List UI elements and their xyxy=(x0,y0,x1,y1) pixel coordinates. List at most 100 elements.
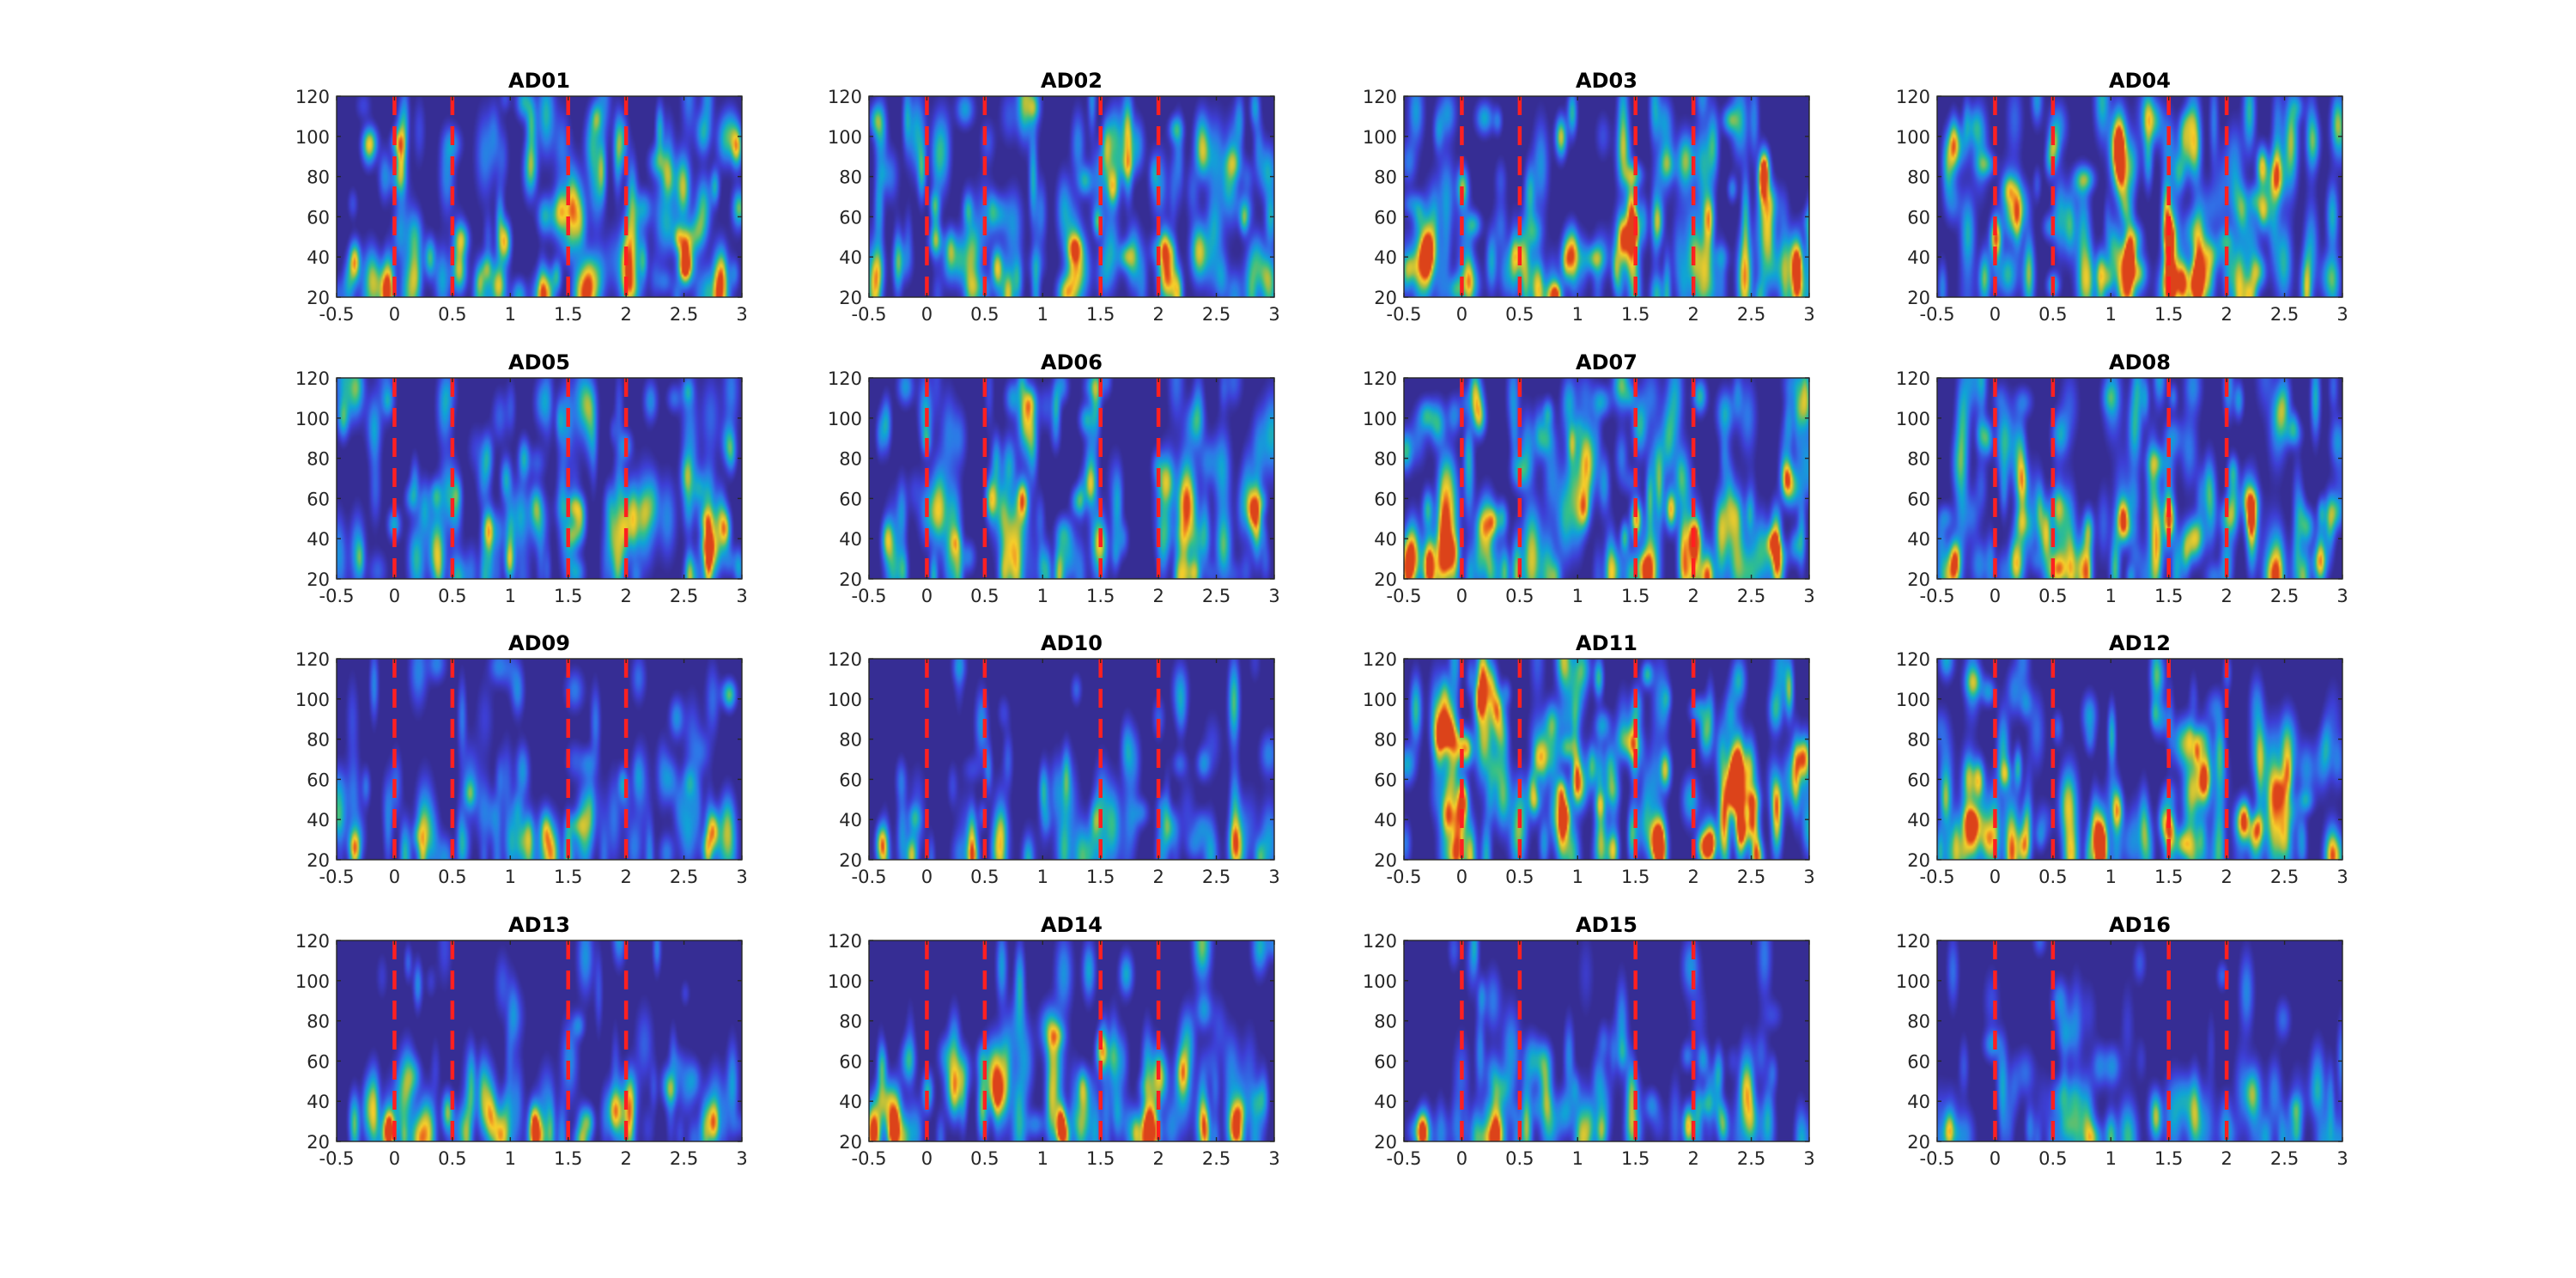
x-tick-label: 2 xyxy=(1687,1148,1698,1169)
y-tick-label: 120 xyxy=(828,368,862,389)
x-tick-label: 2 xyxy=(620,586,631,606)
y-tick-label: 120 xyxy=(295,87,330,107)
x-tick-label: 0.5 xyxy=(1505,304,1534,325)
spectrogram-heatmap xyxy=(1937,659,2342,860)
y-tick-label: 20 xyxy=(839,850,862,871)
spectrogram-heatmap xyxy=(869,659,1274,860)
x-tick-label: 3 xyxy=(736,1148,747,1169)
x-tick-label: 0 xyxy=(921,586,933,606)
y-tick-label: 120 xyxy=(1896,368,1930,389)
x-tick-label: 3 xyxy=(736,304,747,325)
y-tick-label: 60 xyxy=(307,489,330,509)
y-tick-label: 100 xyxy=(828,127,862,148)
x-tick-label: 3 xyxy=(2336,867,2348,887)
y-tick-label: 40 xyxy=(839,1092,862,1112)
y-tick-label: 100 xyxy=(295,690,330,710)
x-tick-label: 2 xyxy=(2221,867,2232,887)
x-tick-label: 2.5 xyxy=(1202,304,1230,325)
x-tick-label: -0.5 xyxy=(319,1148,355,1169)
x-tick-label: 1 xyxy=(505,867,516,887)
y-tick-label: 80 xyxy=(307,730,330,751)
y-tick-label: 20 xyxy=(1907,1132,1930,1153)
x-tick-label: -0.5 xyxy=(852,867,887,887)
panel-title: AD14 xyxy=(1041,913,1103,937)
x-tick-label: 0.5 xyxy=(970,867,999,887)
x-tick-label: 2 xyxy=(620,867,631,887)
axes-box xyxy=(336,377,743,580)
y-tick-label: 60 xyxy=(307,770,330,790)
x-tick-label: 0 xyxy=(389,586,400,606)
panel-title: AD12 xyxy=(2109,631,2171,655)
x-tick-label: 2.5 xyxy=(1202,586,1230,606)
y-tick-label: 20 xyxy=(839,1132,862,1153)
panel-title: AD03 xyxy=(1576,69,1637,93)
x-tick-label: 2 xyxy=(1152,586,1163,606)
x-tick-label: 2 xyxy=(1152,867,1163,887)
y-tick-label: 60 xyxy=(1907,1051,1930,1072)
spectrogram-heatmap xyxy=(1937,96,2342,297)
axes-box xyxy=(1936,658,2343,861)
x-tick-label: 2.5 xyxy=(1202,867,1230,887)
panel-title: AD07 xyxy=(1576,350,1637,374)
x-tick-label: 2 xyxy=(1687,586,1698,606)
y-tick-label: 80 xyxy=(839,730,862,751)
axes-box xyxy=(868,377,1275,580)
panel-title: AD01 xyxy=(508,69,570,93)
x-tick-label: 2.5 xyxy=(670,867,698,887)
panel-title: AD02 xyxy=(1041,69,1103,93)
y-tick-label: 40 xyxy=(1374,810,1397,831)
panel-title: AD11 xyxy=(1576,631,1637,655)
x-tick-label: 3 xyxy=(2336,304,2348,325)
x-tick-label: 1 xyxy=(1572,1148,1583,1169)
x-tick-label: 0.5 xyxy=(438,304,466,325)
y-tick-label: 80 xyxy=(307,167,330,188)
y-tick-label: 60 xyxy=(1374,207,1397,228)
panel-ad11: -0.5 0 0.5 1 1.5 2 2.5 3 20 40 60 80 100 120 AD11 xyxy=(1363,631,1815,887)
x-tick-label: 0.5 xyxy=(970,304,999,325)
y-tick-label: 20 xyxy=(1374,288,1397,308)
y-tick-label: 40 xyxy=(1907,1092,1930,1112)
x-tick-label: 1.5 xyxy=(2154,867,2183,887)
x-tick-label: 0 xyxy=(1990,867,2001,887)
x-tick-label: 0 xyxy=(1990,304,2001,325)
panel-ad15: -0.5 0 0.5 1 1.5 2 2.5 3 20 40 60 80 100 120 AD15 xyxy=(1363,913,1815,1169)
x-tick-label: 1 xyxy=(505,1148,516,1169)
panel-ad03: -0.5 0 0.5 1 1.5 2 2.5 3 20 40 60 80 100 120 AD03 xyxy=(1363,69,1815,325)
x-tick-label: 0 xyxy=(1456,304,1467,325)
panel-title: AD06 xyxy=(1041,350,1103,374)
x-tick-label: 1 xyxy=(505,586,516,606)
x-tick-label: 2.5 xyxy=(2270,1148,2299,1169)
y-tick-label: 40 xyxy=(1907,529,1930,550)
y-tick-label: 100 xyxy=(1896,409,1930,429)
panel-title: AD09 xyxy=(508,631,570,655)
x-tick-label: 1 xyxy=(1037,1148,1048,1169)
y-tick-label: 120 xyxy=(1363,368,1397,389)
x-tick-label: 1.5 xyxy=(1621,867,1649,887)
x-tick-label: -0.5 xyxy=(1920,304,1955,325)
x-tick-label: 0 xyxy=(921,867,933,887)
x-tick-label: 2.5 xyxy=(670,304,698,325)
x-tick-label: 1 xyxy=(2105,1148,2117,1169)
y-tick-label: 60 xyxy=(1907,207,1930,228)
x-tick-label: 0 xyxy=(921,1148,933,1169)
y-tick-label: 100 xyxy=(828,409,862,429)
y-tick-label: 100 xyxy=(828,971,862,992)
x-tick-label: -0.5 xyxy=(1920,867,1955,887)
spectrogram-heatmap xyxy=(337,378,742,579)
y-tick-label: 80 xyxy=(1907,167,1930,188)
y-tick-label: 100 xyxy=(295,409,330,429)
x-tick-label: 1 xyxy=(1037,867,1048,887)
y-tick-label: 20 xyxy=(839,288,862,308)
x-tick-label: 1.5 xyxy=(1086,1148,1115,1169)
y-tick-label: 20 xyxy=(1907,850,1930,871)
panel-title: AD05 xyxy=(508,350,570,374)
panel-ad06: -0.5 0 0.5 1 1.5 2 2.5 3 20 40 60 80 100 120 AD06 xyxy=(828,350,1280,606)
panel-title: AD16 xyxy=(2109,913,2171,937)
axes-box xyxy=(1936,940,2343,1142)
y-tick-label: 80 xyxy=(307,449,330,470)
axes-box xyxy=(1403,940,1810,1142)
y-tick-label: 40 xyxy=(307,810,330,831)
x-tick-label: 2.5 xyxy=(1737,304,1765,325)
y-tick-label: 20 xyxy=(1374,850,1397,871)
panel-title: AD15 xyxy=(1576,913,1637,937)
